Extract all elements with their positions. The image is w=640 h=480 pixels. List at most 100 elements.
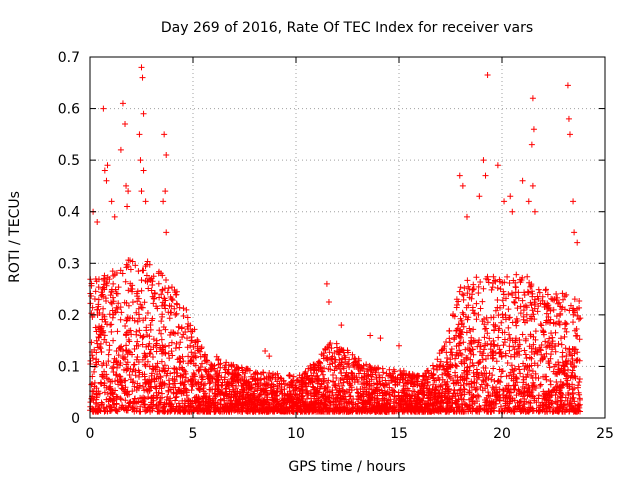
data-point xyxy=(424,378,431,385)
axis-ticks: 0 5 10 15 20 25 0 0.1 0.2 0.3 0.4 0.5 0.6 0.7 xyxy=(58,50,614,442)
data-point xyxy=(310,404,317,411)
data-point xyxy=(576,297,583,304)
data-point xyxy=(331,356,338,363)
data-point xyxy=(529,393,536,400)
data-point xyxy=(441,343,448,350)
data-point xyxy=(367,332,374,339)
data-point xyxy=(146,261,153,268)
data-point xyxy=(190,376,197,383)
data-point xyxy=(304,373,311,380)
data-point xyxy=(557,404,564,411)
data-point xyxy=(425,395,432,402)
data-point xyxy=(466,396,473,403)
data-point xyxy=(529,95,536,102)
data-point xyxy=(128,331,135,338)
data-point xyxy=(106,276,113,283)
data-point xyxy=(310,361,317,368)
data-point xyxy=(379,395,386,402)
data-point xyxy=(97,325,104,332)
data-point xyxy=(334,394,341,401)
data-point xyxy=(501,198,508,205)
data-point xyxy=(479,387,486,394)
data-point xyxy=(395,393,402,400)
data-point xyxy=(297,408,304,415)
data-point xyxy=(520,307,527,314)
data-point xyxy=(409,405,416,412)
data-point xyxy=(563,358,570,365)
data-point xyxy=(158,390,165,397)
data-point xyxy=(122,377,129,384)
data-point xyxy=(162,350,169,357)
data-point xyxy=(109,307,116,314)
data-point xyxy=(294,376,301,383)
data-point xyxy=(190,381,197,388)
data-point xyxy=(290,381,297,388)
data-point xyxy=(144,332,151,339)
data-point xyxy=(505,306,512,313)
data-point xyxy=(555,340,562,347)
data-point xyxy=(214,368,221,375)
data-point xyxy=(258,399,265,406)
data-point xyxy=(494,342,501,349)
data-point xyxy=(128,285,135,292)
data-point xyxy=(547,378,554,385)
data-point xyxy=(150,295,157,302)
data-point xyxy=(115,300,122,307)
data-point xyxy=(284,395,291,402)
data-point xyxy=(544,291,551,298)
data-point xyxy=(527,400,534,407)
data-point xyxy=(562,394,569,401)
data-point xyxy=(546,335,553,342)
data-point xyxy=(169,352,176,359)
data-point xyxy=(538,351,545,358)
data-point xyxy=(540,328,547,335)
data-point xyxy=(97,331,104,338)
data-point xyxy=(456,408,463,415)
data-point xyxy=(573,357,580,364)
data-point xyxy=(546,392,553,399)
data-point xyxy=(443,400,450,407)
data-point xyxy=(229,380,236,387)
data-point xyxy=(477,305,484,312)
data-point xyxy=(552,384,559,391)
data-point xyxy=(535,286,542,293)
data-point xyxy=(555,362,562,369)
data-point xyxy=(287,391,294,398)
data-point xyxy=(532,328,539,335)
data-point xyxy=(549,296,556,303)
data-point xyxy=(495,408,502,415)
data-point xyxy=(396,342,402,349)
data-point xyxy=(558,306,565,313)
data-point xyxy=(315,389,322,396)
data-point xyxy=(549,334,556,341)
data-point xyxy=(129,258,136,265)
data-point xyxy=(513,322,520,329)
data-point xyxy=(123,332,130,339)
data-point xyxy=(290,387,297,394)
data-point xyxy=(568,405,575,412)
data-point xyxy=(325,344,332,351)
data-point xyxy=(536,344,543,351)
data-point xyxy=(496,350,503,357)
data-point xyxy=(481,321,488,328)
data-point xyxy=(481,334,488,341)
data-point xyxy=(434,356,441,363)
data-point xyxy=(540,388,547,395)
data-point xyxy=(528,288,535,295)
data-point xyxy=(566,401,573,408)
data-point xyxy=(372,369,379,376)
data-point xyxy=(212,383,219,390)
data-point xyxy=(193,405,200,412)
data-point xyxy=(122,323,129,330)
data-point xyxy=(521,366,528,373)
data-point xyxy=(321,375,328,382)
data-point xyxy=(184,314,191,321)
data-point xyxy=(476,193,483,200)
data-point xyxy=(339,375,346,382)
data-point xyxy=(556,299,563,306)
data-point xyxy=(134,288,141,295)
data-point xyxy=(571,229,578,236)
data-point xyxy=(323,280,330,287)
data-point xyxy=(444,383,451,390)
